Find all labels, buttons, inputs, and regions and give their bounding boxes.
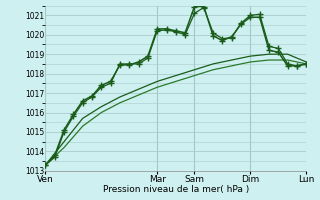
X-axis label: Pression niveau de la mer( hPa ): Pression niveau de la mer( hPa ) <box>103 185 249 194</box>
